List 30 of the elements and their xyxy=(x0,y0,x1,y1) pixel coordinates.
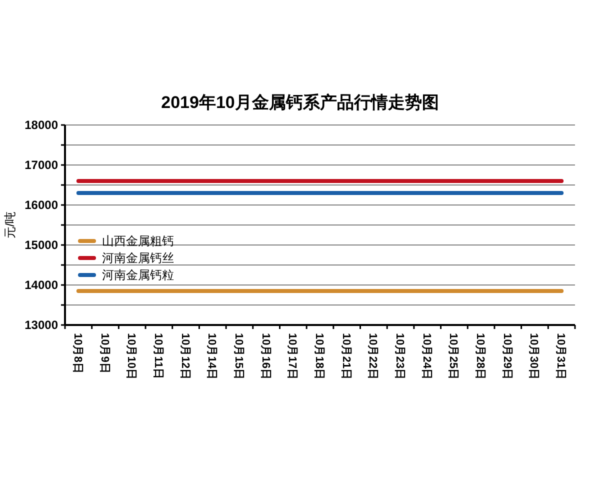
x-tick-label: 10月9日 xyxy=(98,333,110,374)
x-tick-label: 10月21日 xyxy=(340,333,352,380)
x-tick-label: 10月18日 xyxy=(313,333,325,380)
x-tick-label: 10月8日 xyxy=(71,333,84,374)
x-tick-label: 10月28日 xyxy=(474,333,486,380)
x-tick-label: 10月16日 xyxy=(259,333,272,380)
x-tick-label: 10月14日 xyxy=(206,333,218,380)
legend-label: 山西金属粗钙 xyxy=(102,234,174,248)
y-tick-label: 17000 xyxy=(24,158,58,172)
x-tick-label: 10月10日 xyxy=(125,333,138,380)
x-tick-label: 10月29日 xyxy=(500,333,513,380)
y-tick-label: 16000 xyxy=(24,198,58,212)
y-tick-label: 13000 xyxy=(24,318,58,332)
x-tick-label: 10月24日 xyxy=(420,333,432,380)
x-tick-label: 10月23日 xyxy=(394,333,406,380)
x-tick-label: 10月12日 xyxy=(178,333,191,380)
x-tick-label: 10月15日 xyxy=(232,333,244,380)
legend-label: 河南金属钙丝 xyxy=(102,251,174,265)
y-axis-title: 元/吨 xyxy=(3,211,17,239)
y-tick-label: 14000 xyxy=(24,278,58,292)
x-tick-label: 10月11日 xyxy=(152,333,164,379)
x-tick-label: 10月25日 xyxy=(447,333,460,380)
x-tick-label: 10月17日 xyxy=(286,333,298,380)
y-tick-label: 15000 xyxy=(24,238,58,252)
legend-label: 河南金属钙粒 xyxy=(102,268,174,282)
y-tick-label: 18000 xyxy=(24,118,58,132)
x-tick-label: 10月31日 xyxy=(554,333,567,380)
x-tick-label: 10月22日 xyxy=(366,333,379,380)
x-tick-label: 10月30日 xyxy=(528,333,540,380)
chart-title: 2019年10月金属钙系产品行情走势图 xyxy=(161,93,439,112)
